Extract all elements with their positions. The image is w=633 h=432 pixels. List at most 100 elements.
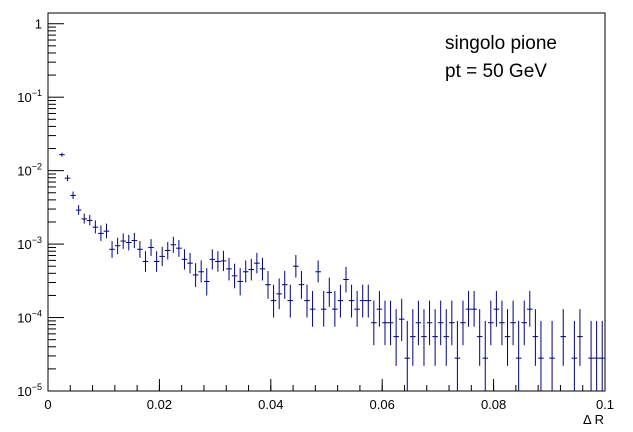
- data-point: [359, 284, 366, 318]
- data-point: [320, 290, 327, 327]
- data-point: [164, 241, 171, 260]
- data-point: [103, 223, 110, 239]
- data-point: [449, 300, 455, 346]
- data-point: [198, 260, 204, 283]
- data-point: [382, 300, 388, 346]
- data-point: [410, 309, 416, 366]
- data-point: [337, 284, 344, 318]
- data-point: [148, 239, 154, 256]
- data-point: [432, 309, 438, 366]
- data-point: [215, 251, 221, 272]
- data-point: [70, 191, 76, 200]
- y-tick-label: 10−1: [17, 88, 42, 105]
- data-point: [187, 252, 193, 274]
- data-point: [125, 234, 132, 251]
- data-point: [176, 239, 182, 257]
- data-point: [488, 300, 494, 346]
- data-point: [59, 152, 65, 157]
- data-point: [527, 290, 533, 327]
- data-point: [421, 309, 427, 366]
- data-point: [504, 309, 511, 366]
- data-point: [293, 255, 299, 278]
- plot-frame: [47, 12, 606, 392]
- data-point: [259, 257, 266, 281]
- x-tick-label: 0.02: [147, 397, 172, 412]
- data-point: [348, 284, 355, 318]
- data-point: [387, 300, 394, 346]
- data-point: [460, 300, 466, 346]
- data-point: [415, 300, 422, 346]
- data-point: [426, 300, 433, 346]
- data-point: [137, 241, 143, 258]
- data-point: [304, 284, 310, 318]
- data-points: [59, 152, 605, 391]
- x-tick-label: 0.06: [370, 397, 395, 412]
- data-point: [298, 271, 305, 299]
- data-point: [493, 290, 500, 327]
- data-point: [515, 320, 522, 391]
- data-point: [571, 320, 578, 391]
- data-point: [81, 213, 87, 224]
- data-point: [142, 251, 149, 272]
- y-tick-label: 10−4: [17, 309, 42, 326]
- data-point: [287, 284, 294, 318]
- data-point: [120, 233, 126, 249]
- data-point: [482, 320, 489, 391]
- data-point: [181, 249, 188, 270]
- data-point: [560, 309, 567, 366]
- data-point: [237, 268, 243, 296]
- data-point: [577, 309, 583, 366]
- data-point: [354, 290, 360, 327]
- data-point: [203, 268, 210, 296]
- data-point: [465, 290, 472, 327]
- data-point: [159, 246, 165, 267]
- annotation-line-1: singolo pione: [445, 33, 557, 54]
- x-tick-label: 0: [44, 397, 51, 412]
- x-tick-label: 0.04: [258, 397, 283, 412]
- data-point: [75, 205, 82, 215]
- data-point: [532, 309, 539, 366]
- data-point: [254, 252, 260, 274]
- data-point: [376, 290, 383, 327]
- data-point: [443, 309, 450, 366]
- data-point: [454, 320, 461, 391]
- data-point: [510, 300, 516, 346]
- data-point: [471, 290, 477, 327]
- data-point: [393, 309, 399, 366]
- data-point: [332, 290, 338, 327]
- data-point: [231, 263, 238, 289]
- data-point: [98, 225, 104, 242]
- data-point: [315, 260, 321, 283]
- data-point: [209, 249, 216, 270]
- data-point: [226, 257, 232, 281]
- y-axis-ticks: 1 10−1 10−2 10−3 10−4 10−5: [17, 17, 64, 399]
- y-tick-label: 1: [35, 17, 42, 32]
- data-point: [309, 290, 316, 327]
- x-tick-label: 0.08: [481, 397, 506, 412]
- data-point: [170, 236, 177, 253]
- data-point: [326, 277, 333, 307]
- data-point: [343, 266, 349, 293]
- data-point: [64, 175, 71, 182]
- data-point: [86, 214, 93, 226]
- x-axis-ticks: 0 0.02 0.04 0.06 0.08 0.1: [44, 379, 614, 412]
- data-point: [114, 237, 121, 255]
- x-tick-label: 0.1: [596, 397, 614, 412]
- data-point: [270, 284, 277, 318]
- data-point: [192, 263, 199, 288]
- data-point: [248, 258, 255, 281]
- data-point: [404, 320, 411, 391]
- data-point: [109, 241, 115, 258]
- data-point: [131, 232, 138, 249]
- data-point: [276, 278, 282, 310]
- data-point: [599, 320, 605, 391]
- data-point: [92, 220, 99, 234]
- y-tick-label: 10−2: [17, 162, 42, 179]
- data-point: [371, 300, 377, 346]
- data-point: [281, 271, 288, 299]
- data-point: [593, 320, 600, 391]
- data-point: [476, 309, 483, 366]
- data-point: [365, 284, 372, 318]
